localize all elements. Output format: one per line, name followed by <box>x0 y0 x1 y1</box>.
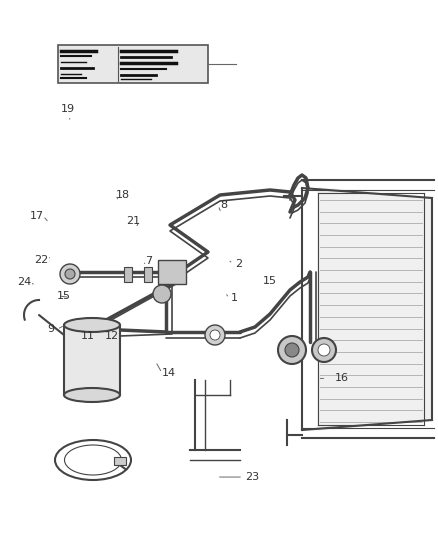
Circle shape <box>153 285 171 303</box>
Circle shape <box>210 330 220 340</box>
Text: 12: 12 <box>105 331 119 341</box>
Text: 22: 22 <box>35 255 49 264</box>
Bar <box>64 325 120 395</box>
Circle shape <box>205 325 225 345</box>
Circle shape <box>318 344 330 356</box>
Text: 19: 19 <box>61 104 75 114</box>
Circle shape <box>60 264 80 284</box>
Bar <box>144 267 152 282</box>
Text: 18: 18 <box>116 190 130 199</box>
Text: 2: 2 <box>235 259 242 269</box>
Text: 24: 24 <box>17 278 31 287</box>
Bar <box>114 457 126 465</box>
Polygon shape <box>318 188 432 430</box>
Text: 14: 14 <box>162 368 176 378</box>
Bar <box>124 267 132 282</box>
Circle shape <box>65 269 75 279</box>
Bar <box>58 45 208 83</box>
Circle shape <box>312 338 336 362</box>
Text: 11: 11 <box>81 331 95 341</box>
Text: 16: 16 <box>335 374 349 383</box>
Text: 17: 17 <box>30 211 44 221</box>
Ellipse shape <box>64 388 120 402</box>
Text: 23: 23 <box>245 472 259 482</box>
Bar <box>158 260 186 284</box>
Text: 15: 15 <box>262 276 276 286</box>
Text: 9: 9 <box>47 325 54 334</box>
Ellipse shape <box>64 318 120 332</box>
Text: 15: 15 <box>57 291 71 301</box>
Circle shape <box>285 343 299 357</box>
Text: 1: 1 <box>231 294 238 303</box>
Text: 7: 7 <box>145 256 152 266</box>
Text: 21: 21 <box>127 216 141 226</box>
Circle shape <box>278 336 306 364</box>
Text: 8: 8 <box>220 200 227 210</box>
